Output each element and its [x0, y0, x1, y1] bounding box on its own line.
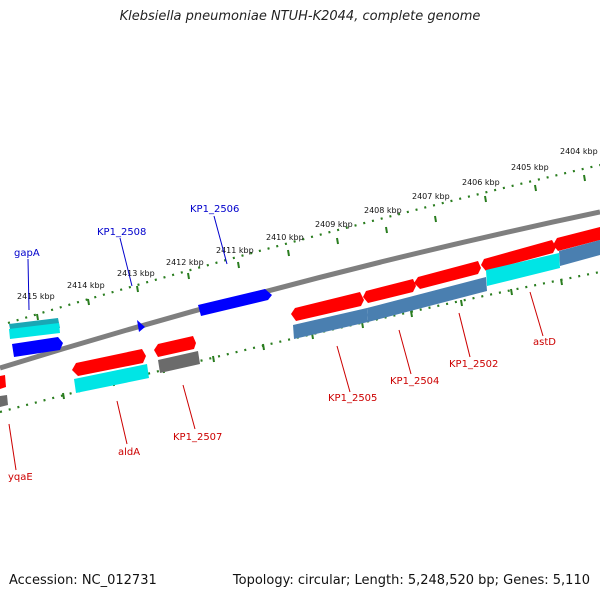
major-tick	[484, 195, 487, 203]
kbp-label: 2409 kbp	[315, 220, 353, 229]
map-title: Klebsiella pneumoniae NTUH-K2044, comple…	[119, 9, 481, 24]
gene-KP1_2506[interactable]	[198, 289, 272, 316]
gene-gapA[interactable]	[9, 318, 60, 339]
gene-KP1_2502[interactable]	[414, 261, 481, 289]
major-tick	[560, 278, 563, 286]
gene-yqaE-segment[interactable]	[0, 395, 8, 407]
kbp-label: 2410 kbp	[266, 233, 304, 242]
leader-aldA	[116, 400, 128, 445]
leader-yqaE	[8, 423, 17, 471]
label-aldA[interactable]: aldA	[118, 447, 140, 458]
gene-astD[interactable]	[481, 240, 556, 271]
label-KP1_2505[interactable]: KP1_2505	[328, 393, 377, 404]
gene-aldA[interactable]	[72, 349, 146, 376]
leader-KP1_2507	[182, 384, 196, 430]
kbp-label: 2405 kbp	[511, 163, 549, 172]
label-KP1_2502[interactable]: KP1_2502	[449, 359, 498, 370]
leader-KP1_2506	[213, 215, 228, 265]
leader-gapA	[27, 258, 30, 311]
gene-KP1_2504[interactable]	[363, 279, 416, 303]
major-tick	[385, 226, 388, 234]
major-tick	[212, 355, 215, 363]
gene-KP1_2505[interactable]	[291, 292, 364, 321]
label-gapA[interactable]: gapA	[14, 248, 40, 259]
major-tick	[336, 237, 339, 245]
label-KP1_2507[interactable]: KP1_2507	[173, 432, 222, 443]
leader-KP1_2504	[398, 329, 412, 375]
major-tick	[510, 288, 513, 296]
major-tick	[36, 313, 39, 321]
genome-backbone	[0, 209, 600, 371]
major-tick	[237, 261, 240, 269]
kbp-label: 2415 kbp	[17, 292, 55, 301]
gene-cyan-segment[interactable]	[486, 253, 560, 286]
kbp-label: 2414 kbp	[67, 281, 105, 290]
label-KP1_2506[interactable]: KP1_2506	[190, 204, 239, 215]
major-tick	[262, 343, 265, 351]
gene-yqaE[interactable]	[0, 375, 6, 389]
major-tick	[460, 299, 463, 307]
major-tick	[287, 249, 290, 257]
leader-KP1_2508	[119, 237, 133, 287]
label-astD[interactable]: astD	[533, 337, 556, 348]
leader-KP1_2502	[458, 312, 471, 358]
gene-KP1_2507-gray[interactable]	[158, 351, 200, 373]
gene-steel-segment-1[interactable]	[293, 308, 368, 339]
kbp-label: 2407 kbp	[412, 192, 450, 201]
major-tick	[62, 392, 65, 400]
gene-forward-red-edge[interactable]	[553, 227, 600, 251]
kbp-label: 2413 kbp	[117, 269, 155, 278]
gene-steel-segment-3[interactable]	[559, 240, 600, 266]
gene-KP1_2507[interactable]	[154, 336, 196, 357]
gene-aldA-cyan[interactable]	[74, 364, 149, 393]
gene-KP1_2508[interactable]	[137, 320, 145, 332]
leader-KP1_2505	[336, 345, 351, 393]
major-tick	[534, 184, 537, 192]
major-tick	[87, 298, 90, 306]
major-tick	[434, 215, 437, 223]
gene-steel-segment-2[interactable]	[367, 277, 487, 322]
leader-astD	[529, 291, 544, 337]
outer-tick-ring	[7, 163, 600, 325]
accession-text: Accession: NC_012731	[9, 573, 157, 588]
major-tick	[410, 310, 413, 318]
genome-summary: Topology: circular; Length: 5,248,520 bp…	[232, 573, 590, 588]
major-tick	[136, 285, 139, 293]
kbp-label: 2404 kbp	[560, 147, 598, 156]
major-tick	[583, 174, 586, 182]
kbp-label: 2411 kbp	[216, 246, 254, 255]
kbp-label: 2406 kbp	[462, 178, 500, 187]
kbp-label: 2412 kbp	[166, 258, 204, 267]
kbp-label: 2408 kbp	[364, 206, 402, 215]
label-KP1_2504[interactable]: KP1_2504	[390, 376, 439, 387]
major-tick	[187, 272, 190, 280]
label-KP1_2508[interactable]: KP1_2508	[97, 227, 146, 238]
gene-forward-blue-1[interactable]	[12, 337, 63, 357]
label-yqaE[interactable]: yqaE	[8, 472, 33, 483]
